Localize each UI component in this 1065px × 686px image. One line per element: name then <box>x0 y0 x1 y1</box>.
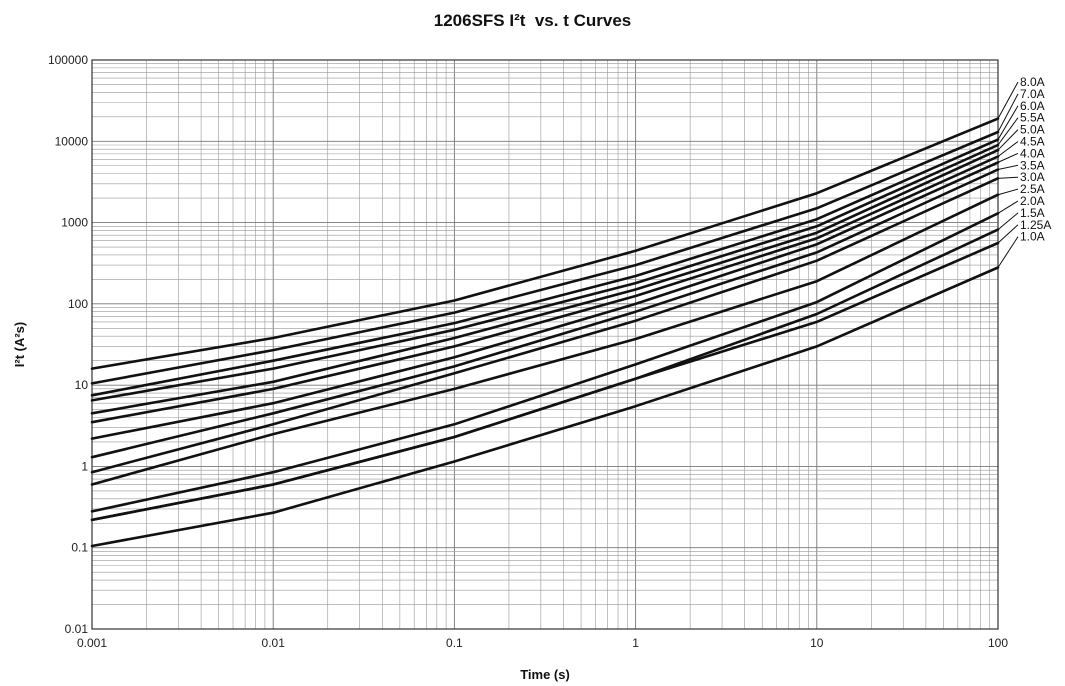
series-label: 2.5A <box>1020 182 1045 196</box>
series-leader-line <box>997 81 1019 119</box>
series-leader-line <box>997 93 1019 133</box>
series-line-3-5a <box>90 168 1000 459</box>
series-label: 3.0A <box>1020 170 1045 184</box>
series-leader-line <box>997 117 1019 146</box>
chart-title: 1206SFS I²t vs. t Curves <box>433 11 632 30</box>
series-labels: 8.0A7.0A6.0A5.5A5.0A4.5A4.0A3.5A3.0A2.5A… <box>997 75 1051 268</box>
series-label: 4.5A <box>1020 135 1045 149</box>
series-leader-line <box>997 188 1019 196</box>
series-line-1-0a <box>90 266 1000 548</box>
x-axis-title: Time (s) <box>520 667 570 682</box>
series-line-1-5a <box>90 228 1000 522</box>
series-label: 5.5A <box>1020 111 1045 125</box>
x-tick-label: 100 <box>988 636 1008 650</box>
series-line-2-5a <box>90 193 1000 486</box>
series-leader-line <box>997 224 1019 244</box>
y-tick-label: 10000 <box>55 134 89 148</box>
series-label: 2.0A <box>1020 194 1045 208</box>
y-axis-title: I²t (A²s) <box>12 322 27 368</box>
x-tick-label: 10 <box>810 636 824 650</box>
x-tick-label: 0.001 <box>77 636 107 650</box>
y-tick-label: 10 <box>75 378 89 392</box>
series-label: 3.5A <box>1020 158 1045 172</box>
series-label: 5.0A <box>1020 123 1045 137</box>
series-label: 1.0A <box>1020 230 1045 244</box>
series-leader-line <box>997 141 1019 157</box>
series-leader-line <box>997 164 1019 170</box>
series-leader-line <box>997 129 1019 151</box>
y-tick-label: 100 <box>68 297 88 311</box>
y-axis-ticks: 0.01 0.1 1 10 100 1000 10000 100000 <box>48 53 88 636</box>
series-leader-line <box>997 152 1019 163</box>
x-tick-label: 0.01 <box>262 636 286 650</box>
series-line-6-0a <box>90 138 1000 397</box>
series-line-3-0a <box>90 177 1000 474</box>
x-axis-ticks: 0.001 0.01 0.1 1 10 100 <box>77 636 1008 650</box>
series-label: 4.0A <box>1020 146 1045 160</box>
y-tick-label: 1000 <box>61 216 88 230</box>
series-line-2-0a <box>90 212 1000 513</box>
series-leader-line <box>997 176 1019 179</box>
y-tick-label: 100000 <box>48 53 88 67</box>
series-leader-line <box>997 105 1019 140</box>
plot-frame <box>91 59 999 630</box>
series-line-5-5a <box>90 143 1000 402</box>
x-tick-label: 1 <box>632 636 639 650</box>
series-line-1-25a <box>90 241 1000 522</box>
y-tick-label: 0.1 <box>71 541 88 555</box>
series-line-5-0a <box>90 148 1000 415</box>
series-label: 6.0A <box>1020 99 1045 113</box>
series-lines <box>90 117 1000 548</box>
series-line-7-0a <box>90 130 1000 385</box>
series-label: 7.0A <box>1020 87 1045 101</box>
series-leader-line <box>997 236 1019 268</box>
y-tick-label: 0.01 <box>65 622 89 636</box>
series-line-4-5a <box>90 155 1000 424</box>
series-line-4-0a <box>90 161 1000 440</box>
series-label: 8.0A <box>1020 75 1045 89</box>
y-tick-label: 1 <box>81 459 88 473</box>
series-leader-line <box>997 212 1019 230</box>
series-label: 1.25A <box>1020 218 1051 232</box>
series-label: 1.5A <box>1020 206 1045 220</box>
series-line-8-0a <box>90 117 1000 370</box>
x-tick-label: 0.1 <box>446 636 463 650</box>
series-leader-line <box>997 200 1019 214</box>
